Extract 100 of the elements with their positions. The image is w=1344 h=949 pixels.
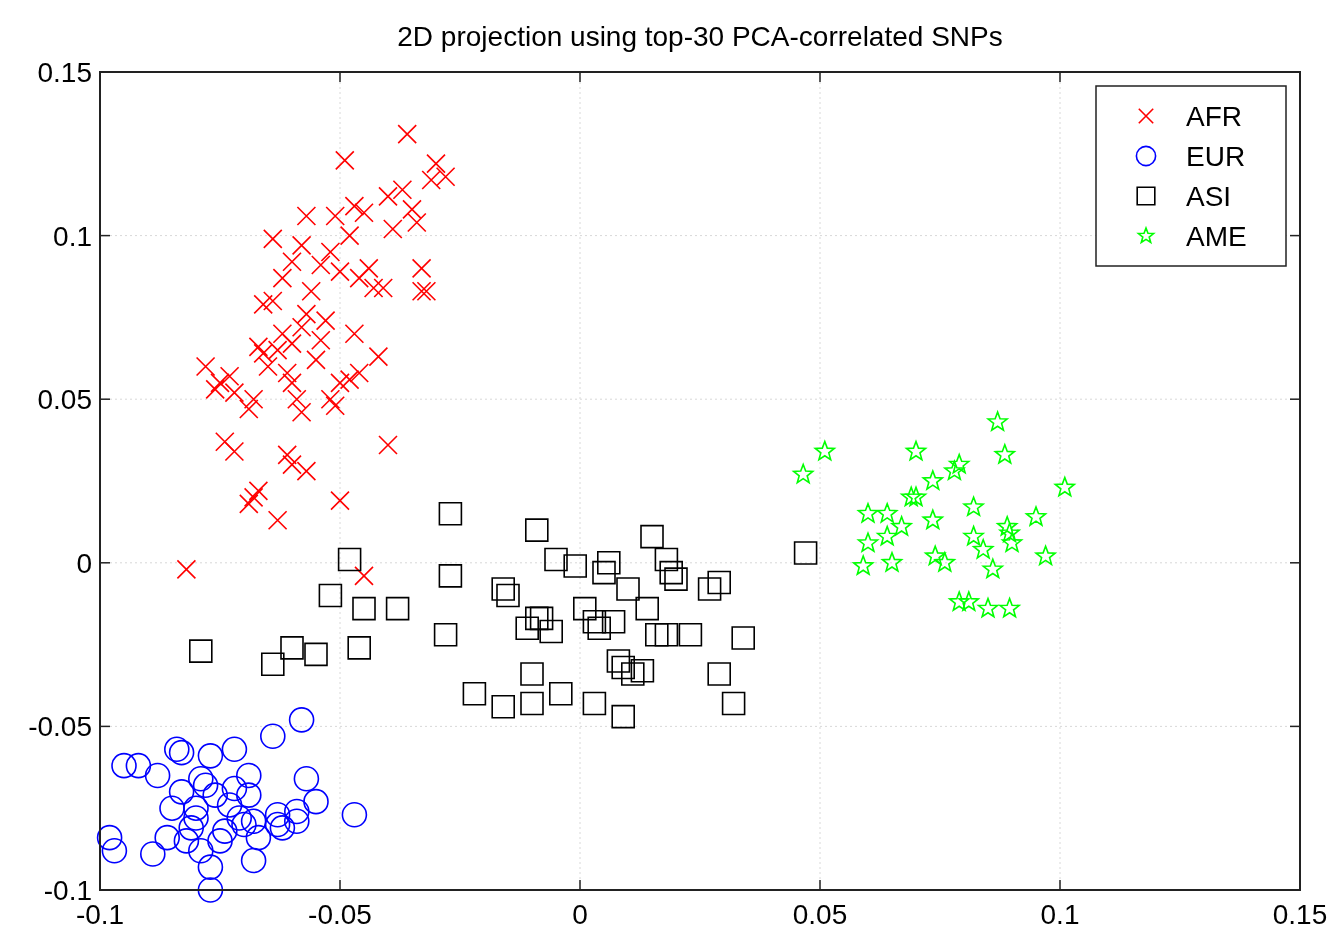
point bbox=[922, 509, 944, 530]
point bbox=[857, 532, 879, 553]
point bbox=[707, 662, 731, 686]
point bbox=[125, 752, 152, 779]
point bbox=[994, 444, 1016, 464]
point bbox=[876, 502, 898, 523]
point bbox=[611, 655, 635, 680]
point bbox=[881, 552, 903, 572]
point bbox=[496, 583, 520, 608]
point bbox=[164, 736, 190, 763]
y-tick-label: 0 bbox=[76, 547, 92, 579]
point bbox=[996, 516, 1018, 536]
point bbox=[264, 801, 291, 828]
point bbox=[948, 453, 970, 474]
point bbox=[977, 597, 999, 618]
point bbox=[221, 775, 248, 802]
point bbox=[288, 707, 315, 733]
point bbox=[922, 470, 944, 490]
point bbox=[654, 622, 679, 647]
point bbox=[216, 792, 243, 818]
point bbox=[183, 805, 209, 831]
point bbox=[1025, 506, 1047, 526]
point bbox=[304, 642, 328, 667]
x-tick-label: 0.05 bbox=[792, 899, 848, 930]
point bbox=[337, 547, 362, 572]
point bbox=[236, 782, 262, 808]
point bbox=[101, 837, 128, 864]
point bbox=[731, 626, 755, 650]
point bbox=[192, 772, 219, 799]
point bbox=[197, 743, 224, 769]
point bbox=[462, 681, 487, 706]
point bbox=[944, 460, 965, 481]
point bbox=[1035, 545, 1056, 566]
point bbox=[630, 658, 655, 683]
point bbox=[697, 577, 722, 601]
point bbox=[303, 788, 329, 815]
point bbox=[616, 577, 640, 601]
point bbox=[433, 622, 458, 647]
point bbox=[515, 616, 539, 641]
point bbox=[905, 440, 927, 461]
point bbox=[189, 639, 213, 663]
point bbox=[563, 554, 587, 578]
point bbox=[549, 681, 573, 706]
point bbox=[240, 847, 267, 874]
point bbox=[793, 541, 818, 565]
x-tick-label: 0 bbox=[572, 899, 588, 930]
legend-label: ASI bbox=[1186, 181, 1232, 212]
point bbox=[168, 779, 195, 805]
point bbox=[520, 691, 544, 716]
point bbox=[341, 801, 368, 828]
point bbox=[948, 591, 970, 611]
point bbox=[611, 704, 635, 729]
point bbox=[963, 525, 984, 546]
point bbox=[245, 824, 272, 851]
point bbox=[678, 622, 703, 647]
point bbox=[852, 555, 874, 575]
point bbox=[587, 616, 611, 641]
point bbox=[96, 824, 123, 851]
point bbox=[264, 811, 291, 838]
y-tick-label: 0.1 bbox=[53, 220, 92, 252]
point bbox=[900, 486, 922, 507]
point bbox=[606, 649, 631, 673]
point bbox=[999, 597, 1020, 618]
point bbox=[792, 463, 814, 484]
point bbox=[269, 815, 296, 841]
point bbox=[520, 662, 544, 686]
point bbox=[140, 841, 166, 867]
point bbox=[621, 662, 645, 686]
point bbox=[240, 808, 267, 835]
legend-label: AFR bbox=[1186, 101, 1242, 132]
point bbox=[347, 636, 371, 660]
point bbox=[924, 545, 946, 566]
point bbox=[212, 818, 238, 844]
point bbox=[352, 596, 376, 621]
point bbox=[221, 736, 248, 763]
point bbox=[183, 795, 209, 821]
point bbox=[284, 798, 310, 825]
legend-label: AME bbox=[1186, 221, 1247, 252]
chart-title: 2D projection using top-30 PCA-correlated SNPs bbox=[397, 21, 1003, 52]
point bbox=[178, 815, 204, 841]
y-tick-label: -0.05 bbox=[28, 711, 92, 743]
point bbox=[525, 606, 549, 631]
point bbox=[582, 609, 607, 634]
point bbox=[857, 502, 879, 523]
point bbox=[111, 752, 137, 779]
point bbox=[188, 837, 214, 864]
point bbox=[999, 522, 1020, 543]
point bbox=[972, 538, 994, 559]
point bbox=[707, 570, 731, 595]
point bbox=[226, 805, 252, 831]
point bbox=[659, 560, 683, 585]
point bbox=[197, 877, 224, 903]
point bbox=[592, 560, 616, 585]
point bbox=[597, 551, 621, 575]
point bbox=[539, 619, 563, 644]
point bbox=[987, 411, 1008, 431]
x-tick-label: 0.15 bbox=[1272, 899, 1328, 930]
point bbox=[544, 547, 568, 572]
point bbox=[207, 828, 233, 854]
point bbox=[582, 691, 607, 716]
